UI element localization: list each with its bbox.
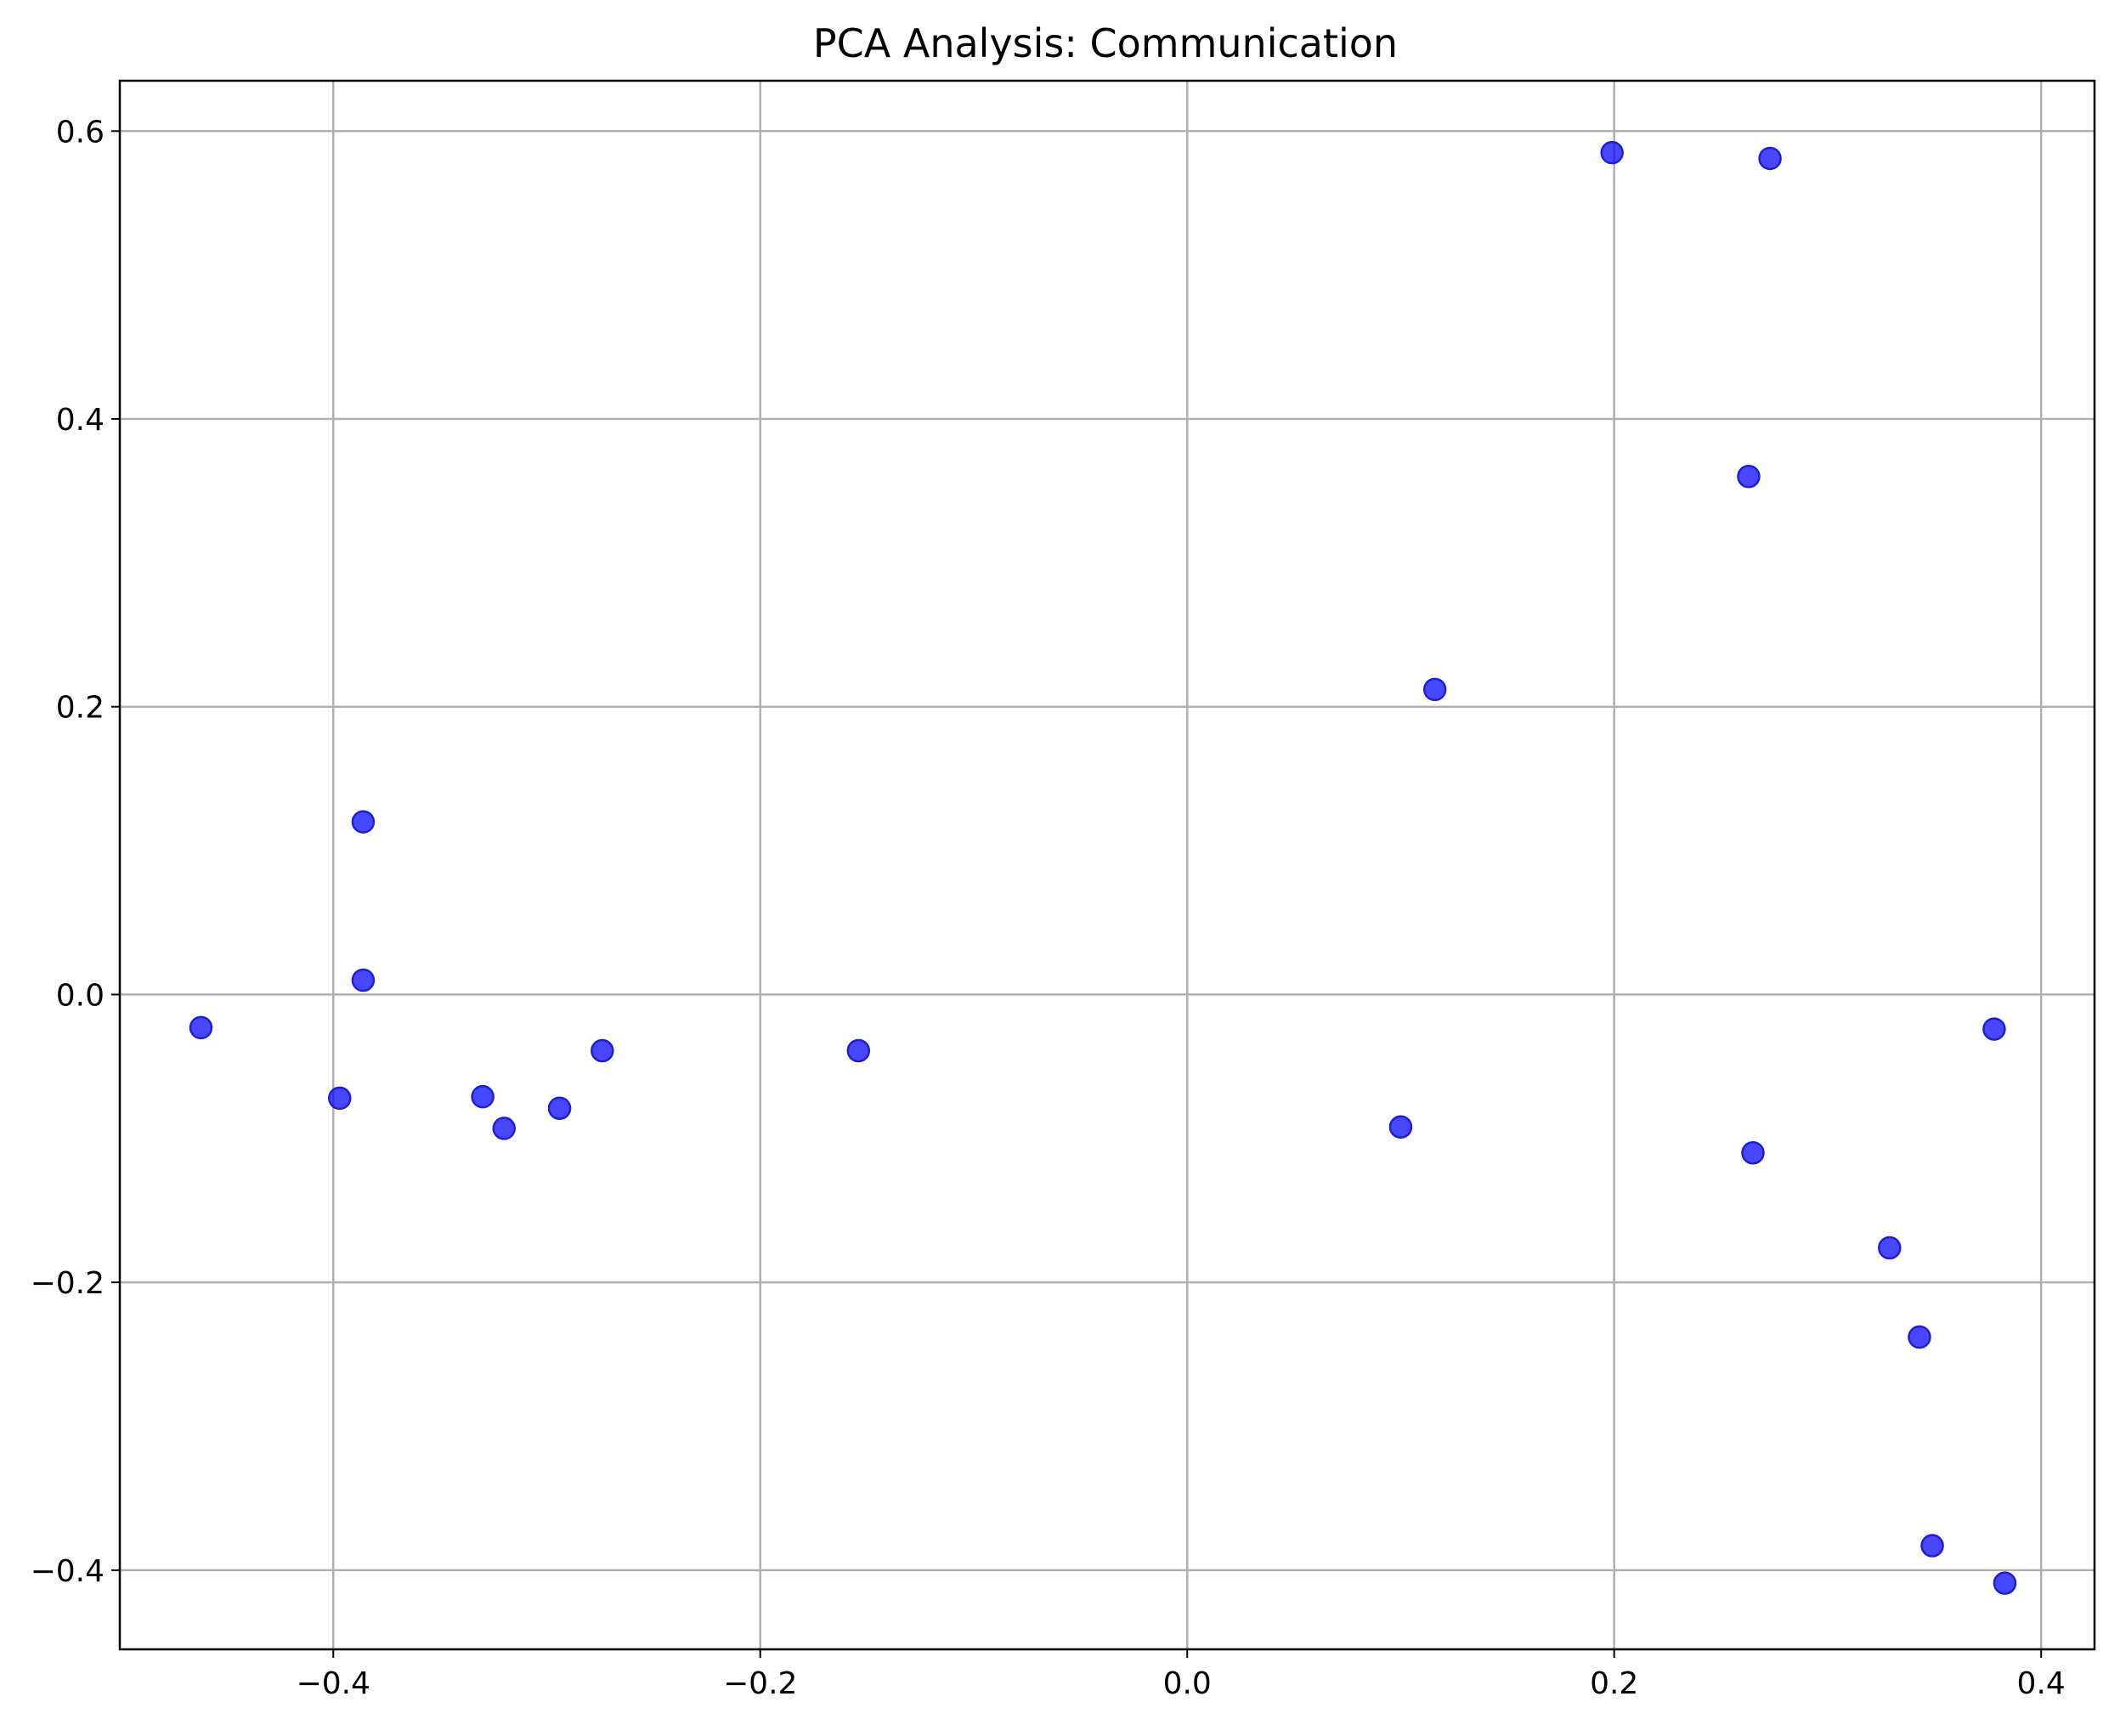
data-point (351, 810, 376, 834)
data-point (591, 1038, 614, 1063)
data-point (1758, 146, 1782, 171)
y-axis: −0.4 −0.2 0.0 0.2 0.4 0.6 (31, 115, 120, 1589)
data-point (1982, 1017, 2006, 1041)
y-tick-label: 0.0 (56, 978, 105, 1013)
data-point (1920, 1534, 1944, 1558)
grid (120, 81, 2095, 1649)
data-point (1993, 1571, 2017, 1595)
data-point (1737, 464, 1761, 489)
x-tick-label: 0.0 (1163, 1666, 1212, 1701)
x-axis: −0.4 −0.2 0.0 0.2 0.4 (297, 1649, 2066, 1701)
data-point (351, 968, 376, 992)
x-tick-label: 0.2 (1590, 1666, 1638, 1701)
data-point (547, 1096, 572, 1120)
data-points (189, 140, 2017, 1595)
data-point (1388, 1115, 1413, 1139)
data-point (1908, 1325, 1931, 1349)
data-point (471, 1084, 495, 1109)
data-point (1878, 1236, 1902, 1260)
y-tick-label: −0.2 (31, 1266, 105, 1301)
x-tick-label: −0.4 (297, 1666, 370, 1701)
x-tick-label: 0.4 (2017, 1666, 2066, 1701)
data-point (846, 1038, 871, 1063)
chart-title: PCA Analysis: Communication (813, 20, 1398, 66)
data-point (492, 1117, 516, 1140)
data-point (1741, 1140, 1765, 1165)
data-point (1600, 140, 1624, 165)
data-point (189, 1015, 213, 1040)
data-point (1422, 677, 1447, 702)
y-tick-label: −0.4 (31, 1554, 105, 1589)
data-point (328, 1086, 352, 1111)
plot-frame (118, 79, 2096, 1651)
y-tick-label: 0.2 (56, 691, 105, 726)
y-tick-label: 0.6 (56, 115, 105, 150)
y-tick-label: 0.4 (56, 403, 105, 438)
x-tick-label: −0.2 (723, 1666, 797, 1701)
